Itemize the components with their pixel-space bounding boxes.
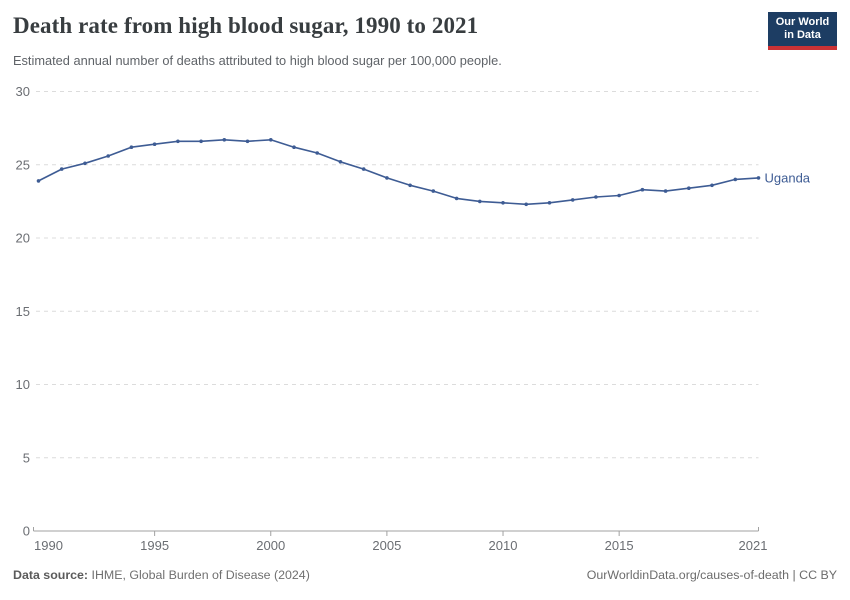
data-point-2000[interactable] bbox=[269, 138, 273, 142]
x-axis-label-1990: 1990 bbox=[34, 538, 63, 553]
data-point-2018[interactable] bbox=[687, 186, 691, 190]
x-axis-label-2021: 2021 bbox=[739, 538, 768, 553]
uganda-line[interactable] bbox=[37, 139, 760, 206]
data-point-2015[interactable] bbox=[617, 193, 621, 198]
data-point-2010[interactable] bbox=[501, 201, 505, 205]
data-point-1997[interactable] bbox=[199, 139, 203, 144]
data-point-1999[interactable] bbox=[245, 139, 250, 144]
x-axis-label-2000: 2000 bbox=[256, 538, 285, 553]
data-point-1994[interactable] bbox=[129, 145, 134, 149]
data-point-2012[interactable] bbox=[547, 201, 552, 205]
y-axis-label-30: 30 bbox=[16, 84, 30, 99]
data-point-1991[interactable] bbox=[59, 167, 64, 171]
owid-logo-line2: in Data bbox=[784, 29, 821, 41]
data-point-2005[interactable] bbox=[385, 176, 389, 180]
data-point-1996[interactable] bbox=[176, 139, 180, 144]
data-point-2020[interactable] bbox=[733, 177, 738, 182]
y-axis-label-15: 15 bbox=[16, 304, 30, 319]
data-point-2006[interactable] bbox=[408, 183, 412, 188]
chart-subtitle: Estimated annual number of deaths attrib… bbox=[13, 53, 502, 68]
data-point-1992[interactable] bbox=[83, 161, 87, 166]
data-point-2003[interactable] bbox=[338, 160, 343, 164]
data-point-2013[interactable] bbox=[570, 198, 575, 202]
data-point-2007[interactable] bbox=[431, 189, 436, 193]
y-axis-label-5: 5 bbox=[23, 450, 30, 465]
x-axis-label-2015: 2015 bbox=[605, 538, 634, 553]
data-point-2004[interactable] bbox=[361, 167, 366, 171]
y-axis-label-10: 10 bbox=[16, 377, 30, 392]
data-point-1993[interactable] bbox=[106, 154, 110, 158]
data-point-2016[interactable] bbox=[640, 187, 645, 192]
data-source-text: IHME, Global Burden of Disease (2024) bbox=[88, 568, 310, 582]
y-axis-label-20: 20 bbox=[16, 231, 30, 246]
x-axis-label-2005: 2005 bbox=[372, 538, 401, 553]
owid-logo[interactable]: Our World in Data bbox=[768, 12, 837, 50]
data-point-2019[interactable] bbox=[710, 183, 714, 188]
y-axis-label-25: 25 bbox=[16, 157, 30, 172]
y-axis-label-0: 0 bbox=[23, 524, 30, 539]
data-point-2011[interactable] bbox=[524, 202, 528, 207]
data-point-1995[interactable] bbox=[152, 142, 157, 146]
data-point-2021[interactable] bbox=[756, 176, 761, 180]
owid-logo-line1: Our World bbox=[775, 16, 830, 28]
page-title: Death rate from high blood sugar, 1990 t… bbox=[13, 13, 479, 38]
x-axis-label-1995: 1995 bbox=[140, 538, 169, 553]
data-point-2001[interactable] bbox=[292, 145, 296, 149]
series-label-uganda[interactable]: Uganda bbox=[765, 170, 811, 185]
data-source-label: Data source: bbox=[13, 568, 89, 582]
credit-link[interactable]: OurWorldinData.org/causes-of-death | CC … bbox=[586, 568, 837, 582]
data-point-1990[interactable] bbox=[36, 179, 41, 183]
data-point-2009[interactable] bbox=[478, 199, 482, 204]
data-source: Data source: IHME, Global Burden of Dise… bbox=[13, 568, 310, 582]
data-point-2017[interactable] bbox=[663, 189, 668, 193]
chart-footer: Data source: IHME, Global Burden of Dise… bbox=[13, 568, 837, 582]
data-point-2008[interactable] bbox=[454, 196, 459, 201]
x-axis-label-2010: 2010 bbox=[489, 538, 518, 553]
data-point-2014[interactable] bbox=[594, 195, 598, 199]
data-point-2002[interactable] bbox=[315, 151, 320, 155]
data-point-1998[interactable] bbox=[222, 138, 227, 142]
